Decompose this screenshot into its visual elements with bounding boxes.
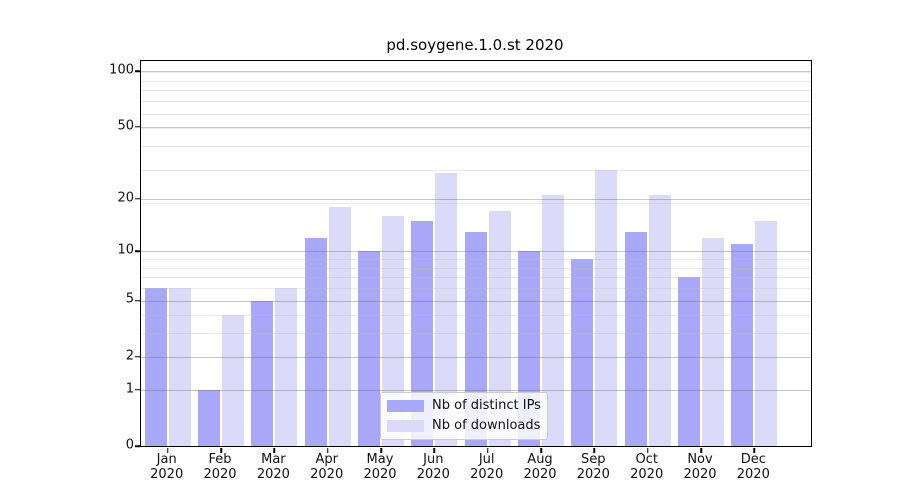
bar-downloads	[755, 220, 778, 446]
minor-gridline	[141, 277, 811, 279]
legend-item: Nb of downloads	[387, 418, 541, 434]
y-tick-label: 2	[125, 348, 134, 364]
bar-distinct-ips	[358, 251, 381, 446]
x-tick-label: May 2020	[363, 452, 397, 482]
x-tick-label: Jan 2020	[150, 452, 184, 482]
minor-gridline	[141, 333, 811, 335]
bar-downloads	[382, 215, 405, 446]
y-tickmark	[135, 197, 140, 200]
bar-distinct-ips	[624, 231, 647, 446]
x-tickmark	[700, 448, 702, 453]
y-tickmark	[135, 388, 140, 391]
legend-swatch-downloads	[387, 420, 424, 432]
x-tickmark	[433, 448, 436, 453]
major-gridline	[141, 126, 811, 128]
bar-downloads	[222, 315, 245, 446]
x-tickmark	[326, 448, 329, 453]
x-tickmark	[593, 448, 596, 453]
y-tickmark	[135, 70, 140, 72]
y-tickmark	[135, 445, 140, 447]
minor-gridline	[141, 146, 811, 148]
y-tick-label: 20	[117, 190, 134, 206]
plot-area: Nb of distinct IPs Nb of downloads	[135, 60, 812, 453]
chart-title: pd.soygene.1.0.st 2020	[386, 36, 564, 54]
bar-distinct-ips	[411, 220, 434, 446]
bar-downloads	[488, 211, 511, 446]
major-gridline	[141, 198, 811, 200]
x-tickmark	[220, 448, 222, 453]
minor-gridline	[141, 202, 811, 204]
minor-gridline	[141, 267, 811, 269]
x-tickmark	[166, 448, 169, 453]
minor-gridline	[141, 315, 811, 317]
minor-gridline	[141, 90, 811, 92]
bar-distinct-ips	[198, 389, 221, 446]
y-tick-label: 1	[125, 381, 134, 397]
major-gridline	[141, 71, 811, 73]
minor-gridline	[141, 259, 811, 260]
bar-downloads	[275, 288, 298, 446]
bar-downloads	[702, 237, 724, 446]
bar-distinct-ips	[731, 244, 754, 446]
major-gridline	[141, 300, 811, 302]
legend-swatch-distinct-ips	[387, 400, 424, 412]
x-tickmark	[380, 448, 382, 453]
minor-gridline	[141, 128, 811, 130]
x-tick-label: Apr 2020	[310, 452, 344, 482]
x-tick-label: Jul 2020	[470, 452, 504, 482]
x-tickmark	[540, 448, 542, 453]
x-tick-label: Sep 2020	[576, 452, 610, 482]
bar-distinct-ips	[251, 300, 274, 446]
x-tick-label: Oct 2020	[630, 452, 664, 482]
minor-gridline	[141, 80, 811, 82]
legend-item: Nb of distinct IPs	[387, 398, 541, 414]
legend-label: Nb of distinct IPs	[432, 398, 541, 413]
legend-label: Nb of downloads	[432, 418, 541, 433]
y-tick-label: 50	[117, 118, 134, 134]
bar-downloads	[328, 206, 351, 446]
minor-gridline	[141, 288, 811, 289]
x-tick-label: Feb 2020	[203, 452, 237, 482]
y-tick-label: 100	[109, 62, 134, 78]
y-tick-label: 5	[125, 291, 134, 307]
minor-gridline	[141, 113, 811, 115]
y-tick-label: 0	[125, 437, 134, 453]
y-tickmark	[135, 250, 140, 253]
minor-gridline	[141, 72, 811, 73]
major-gridline	[141, 356, 811, 358]
y-tickmark	[135, 125, 140, 128]
minor-gridline	[141, 101, 811, 102]
bar-downloads	[168, 288, 191, 446]
y-tickmark	[135, 299, 140, 302]
bar-distinct-ips	[304, 237, 327, 446]
bar-distinct-ips	[144, 288, 167, 446]
x-tick-label: Nov 2020	[683, 452, 717, 482]
minor-gridline	[141, 169, 811, 171]
major-gridline	[141, 251, 811, 253]
x-tick-label: Jun 2020	[416, 452, 450, 482]
x-tickmark	[486, 448, 489, 453]
bar-distinct-ips	[571, 259, 594, 446]
bar-downloads	[542, 195, 564, 446]
bar-downloads	[648, 195, 671, 446]
x-tickmark	[646, 448, 649, 453]
major-gridline	[141, 389, 811, 391]
x-tickmark	[273, 448, 276, 453]
legend: Nb of distinct IPs Nb of downloads	[380, 392, 548, 440]
y-tick-label: 10	[117, 242, 134, 258]
bar-downloads	[435, 172, 458, 446]
bar-downloads	[595, 169, 618, 446]
x-tick-label: Dec 2020	[736, 452, 770, 482]
y-tickmark	[135, 356, 140, 358]
x-tickmark	[753, 448, 756, 453]
x-tick-label: Mar 2020	[256, 452, 290, 482]
x-tick-label: Aug 2020	[523, 452, 557, 482]
bar-distinct-ips	[678, 277, 700, 446]
